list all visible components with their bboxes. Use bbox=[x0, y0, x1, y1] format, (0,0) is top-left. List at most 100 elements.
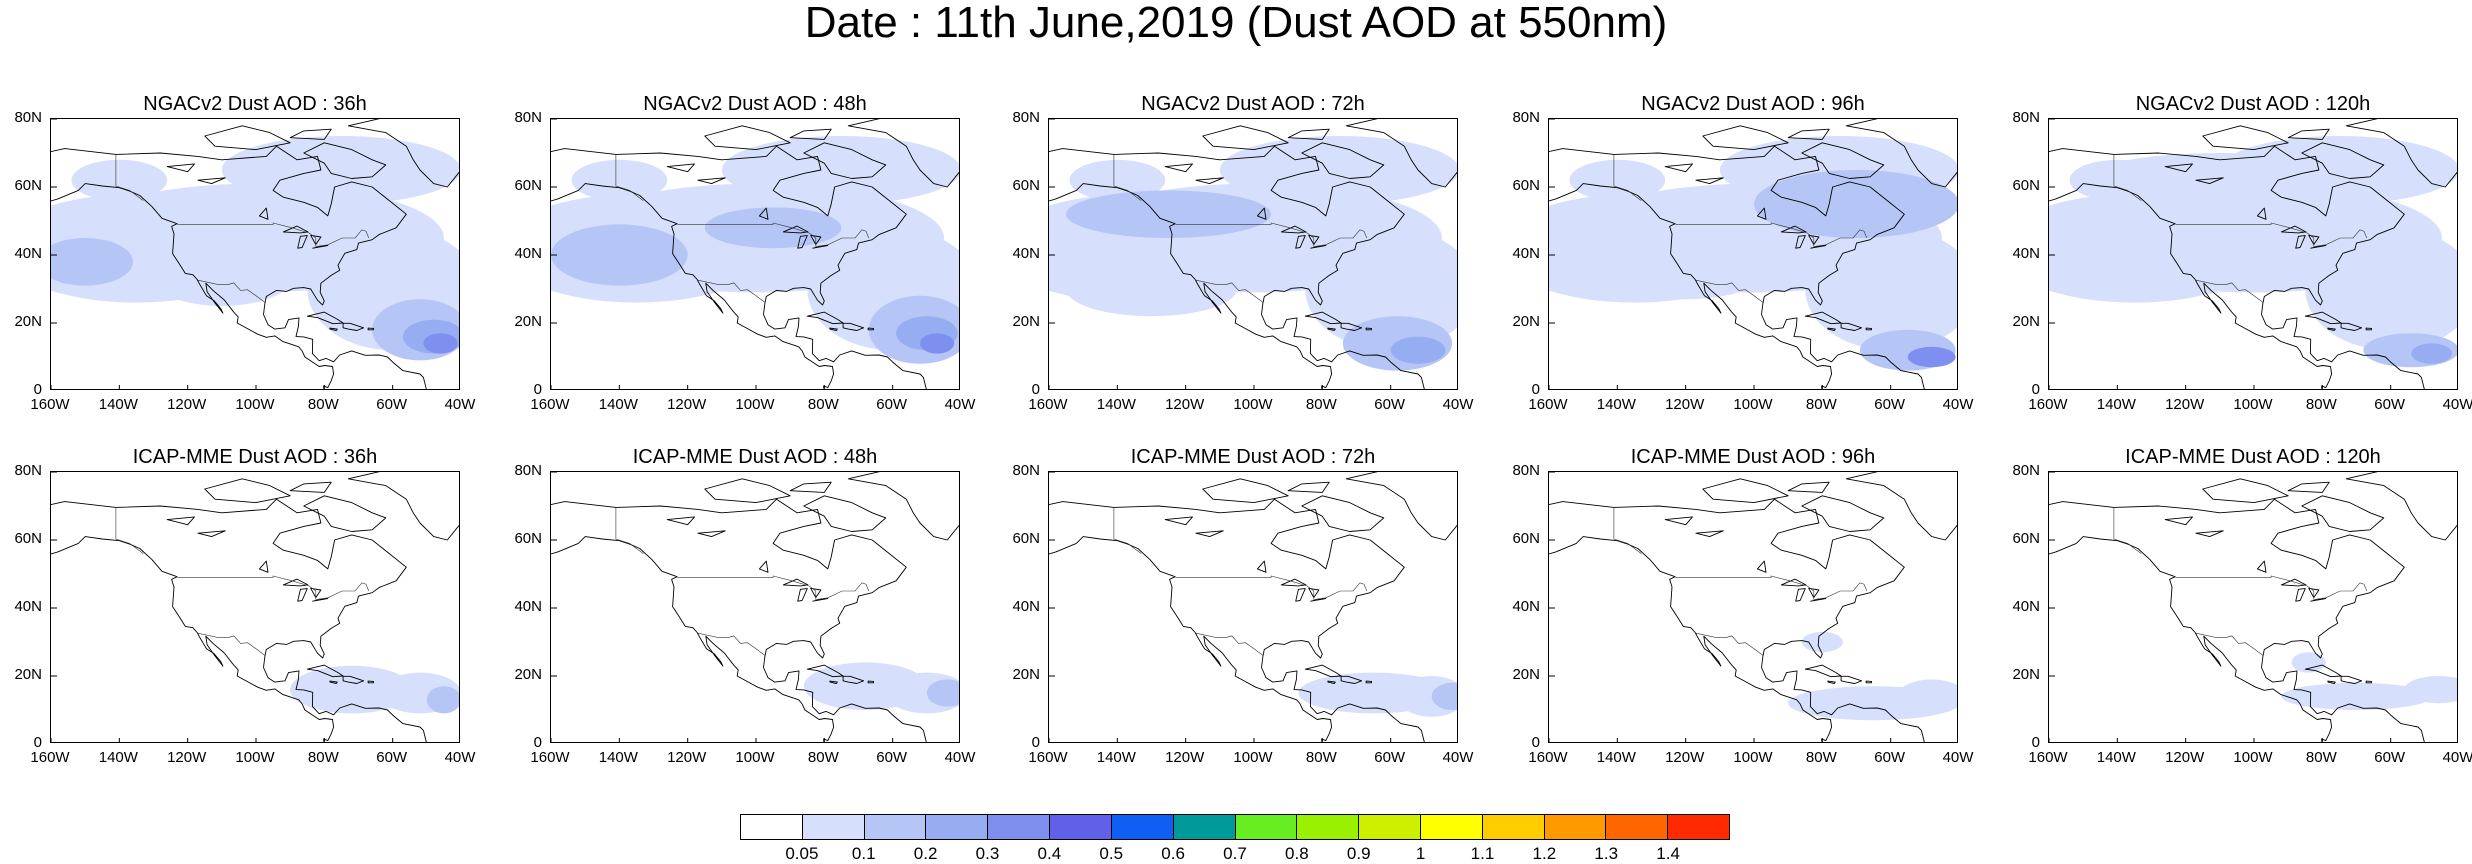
colorbar-label: 1.3 bbox=[1594, 844, 1619, 863]
island-outline bbox=[1202, 478, 1289, 504]
lon-tick-label: 120W bbox=[667, 396, 707, 413]
island-outline bbox=[1865, 327, 1872, 331]
country-border bbox=[2175, 575, 2368, 600]
map-frame bbox=[1048, 471, 1458, 743]
coastline bbox=[551, 498, 927, 742]
lat-tick-label: 40N bbox=[14, 598, 42, 615]
lat-tick-label: 60N bbox=[2012, 177, 2040, 194]
lake-outline bbox=[310, 234, 322, 245]
panel-title: NGACv2 Dust AOD : 36h bbox=[143, 93, 367, 115]
lat-tick-label: 80N bbox=[2012, 462, 2040, 479]
lake-outline bbox=[812, 598, 829, 602]
island-outline bbox=[704, 478, 791, 504]
map-panel: ICAP-MME Dust AOD : 48h 80N 60N 40N 20N 0 160W… bbox=[510, 445, 980, 825]
colorbar-swatch bbox=[1482, 815, 1545, 839]
dust-aod-field bbox=[926, 679, 959, 707]
lake-outline bbox=[2280, 578, 2307, 587]
lon-tick-label: 60W bbox=[1874, 749, 1906, 766]
lake-outline bbox=[1256, 207, 1267, 220]
coastline bbox=[51, 145, 427, 389]
island-outline bbox=[1340, 675, 1363, 684]
coastline bbox=[2049, 498, 2425, 742]
lat-tick-label: 20N bbox=[1012, 313, 1040, 330]
lake-outline bbox=[1308, 587, 1320, 598]
map-frame bbox=[50, 118, 460, 390]
colorbar-label: 0.5 bbox=[1099, 844, 1124, 863]
panel-title: ICAP-MME Dust AOD : 48h bbox=[632, 446, 878, 468]
map-frame bbox=[50, 471, 460, 743]
island-outline bbox=[329, 327, 338, 331]
island-outline bbox=[1702, 478, 1789, 504]
lake-outline bbox=[1695, 530, 1724, 538]
lon-tick-label: 40W bbox=[2442, 749, 2472, 766]
dust-aod-field bbox=[1754, 170, 1957, 238]
map-canvas bbox=[551, 119, 959, 389]
lon-tick-label: 80W bbox=[807, 749, 839, 766]
dust-aod-field bbox=[1390, 336, 1446, 364]
country-border bbox=[615, 154, 644, 201]
dust-aod-field bbox=[221, 136, 459, 204]
lon-tick-label: 160W bbox=[2028, 396, 2068, 413]
map-panel: ICAP-MME Dust AOD : 36h 80N 60N 40N 20N 0 160W… bbox=[10, 445, 480, 825]
map-panel: NGACv2 Dust AOD : 36h 80N 60N 40N 20N 0 160W 14… bbox=[10, 92, 480, 472]
lat-tick-label: 80N bbox=[1512, 462, 1540, 479]
map-frame bbox=[1548, 471, 1958, 743]
map-canvas bbox=[1549, 472, 1957, 742]
coastline-greenland bbox=[1845, 119, 1957, 188]
coastline-baffin bbox=[1301, 142, 1385, 179]
colorbar-label: 0.4 bbox=[1037, 844, 1062, 863]
lake-outline bbox=[797, 588, 808, 602]
coastline-greenland bbox=[347, 472, 459, 541]
island-outline bbox=[329, 680, 338, 684]
island-outline bbox=[2327, 327, 2336, 331]
coastline bbox=[551, 145, 927, 389]
lon-tick-label: 100W bbox=[1733, 396, 1773, 413]
map-frame bbox=[1548, 118, 1958, 390]
lat-tick-label: 20N bbox=[1012, 666, 1040, 683]
lake-outline bbox=[1308, 234, 1320, 245]
lat-tick-label: 80N bbox=[1512, 109, 1540, 126]
colorbar-swatch bbox=[864, 815, 927, 839]
coastline-greenland bbox=[1845, 472, 1957, 541]
lon-tick-label: 60W bbox=[1874, 396, 1906, 413]
colorbar-label: 0.3 bbox=[975, 844, 1000, 863]
lake-outline bbox=[758, 560, 769, 573]
lat-tick-label: 40N bbox=[2012, 598, 2040, 615]
colorbar-label: 0.1 bbox=[851, 844, 876, 863]
dust-aod-field bbox=[1066, 190, 1272, 238]
panel-title: NGACv2 Dust AOD : 120h bbox=[2135, 93, 2371, 115]
lake-outline bbox=[1695, 177, 1724, 185]
island-outline bbox=[1327, 680, 1336, 684]
lon-tick-label: 160W bbox=[530, 396, 570, 413]
island-outline bbox=[867, 327, 874, 331]
map-panel: NGACv2 Dust AOD : 120h 80N 60N 40N 20N 0 160W 1… bbox=[2008, 92, 2472, 472]
country-border bbox=[2195, 632, 2264, 657]
country-border bbox=[677, 222, 870, 247]
lake-outline bbox=[2295, 235, 2306, 249]
map-canvas bbox=[551, 472, 959, 742]
coastline-baffin bbox=[2301, 142, 2385, 179]
lake-outline bbox=[2164, 163, 2193, 173]
island-outline bbox=[1787, 128, 1830, 140]
dust-aod-field bbox=[423, 333, 458, 354]
dust-aod-field bbox=[1897, 679, 1957, 714]
lake-outline bbox=[1256, 560, 1267, 573]
island-outline bbox=[367, 680, 374, 684]
island-outline bbox=[2327, 680, 2336, 684]
panel-title: NGACv2 Dust AOD : 96h bbox=[1641, 93, 1865, 115]
lon-tick-label: 80W bbox=[1805, 396, 1837, 413]
lon-tick-label: 60W bbox=[2374, 396, 2406, 413]
coastline-baffin bbox=[303, 142, 387, 179]
lake-outline bbox=[312, 598, 329, 602]
island-outline bbox=[829, 327, 838, 331]
colorbar-label: 0.05 bbox=[785, 844, 819, 863]
colorbar-label: 0.8 bbox=[1285, 844, 1309, 863]
country-border bbox=[177, 222, 370, 247]
country-border bbox=[115, 507, 144, 554]
lake-outline bbox=[2164, 516, 2193, 526]
island-outline bbox=[1304, 664, 1342, 678]
country-border bbox=[1195, 279, 1264, 304]
lat-tick-label: 20N bbox=[14, 666, 42, 683]
lat-tick-label: 60N bbox=[514, 177, 542, 194]
country-border bbox=[1175, 222, 1368, 247]
